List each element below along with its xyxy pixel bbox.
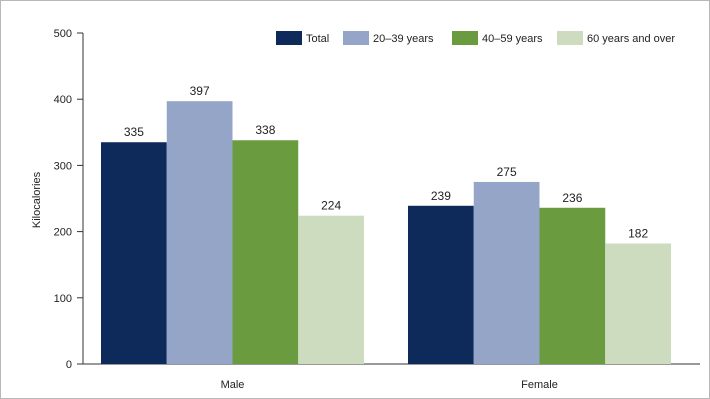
y-tick-label: 0 [66, 359, 72, 371]
bar [232, 140, 299, 364]
bar-value-label: 236 [562, 191, 582, 205]
y-tick-label: 100 [54, 293, 72, 305]
bar [605, 243, 671, 364]
legend-label: 20–39 years [373, 33, 434, 45]
x-category-label: Female [521, 379, 558, 391]
bar-value-label: 275 [497, 165, 517, 179]
legend-label: 40–59 years [482, 33, 543, 45]
bar-value-label: 397 [190, 84, 210, 98]
legend-label: Total [306, 33, 329, 45]
x-category-label: Male [221, 379, 245, 391]
legend-swatch [343, 31, 369, 45]
bar-value-label: 224 [321, 199, 341, 213]
bar-value-label: 239 [431, 189, 451, 203]
bar-value-label: 338 [255, 123, 275, 137]
y-tick-label: 200 [54, 227, 72, 239]
legend-swatch [452, 31, 478, 45]
y-tick-label: 500 [54, 28, 72, 40]
bar-value-label: 335 [124, 125, 144, 139]
bar [408, 205, 474, 364]
y-tick-label: 300 [54, 160, 72, 172]
legend-swatch [557, 31, 583, 45]
bar [101, 142, 167, 364]
bar [539, 207, 606, 364]
legend-label: 60 years and over [587, 33, 675, 45]
bar [473, 181, 540, 364]
bar-value-label: 182 [628, 227, 648, 241]
legend-swatch [276, 31, 302, 45]
bar [166, 101, 233, 364]
y-axis-title: Kilocalories [31, 171, 43, 228]
y-tick-label: 400 [54, 94, 72, 106]
bar [298, 215, 364, 364]
